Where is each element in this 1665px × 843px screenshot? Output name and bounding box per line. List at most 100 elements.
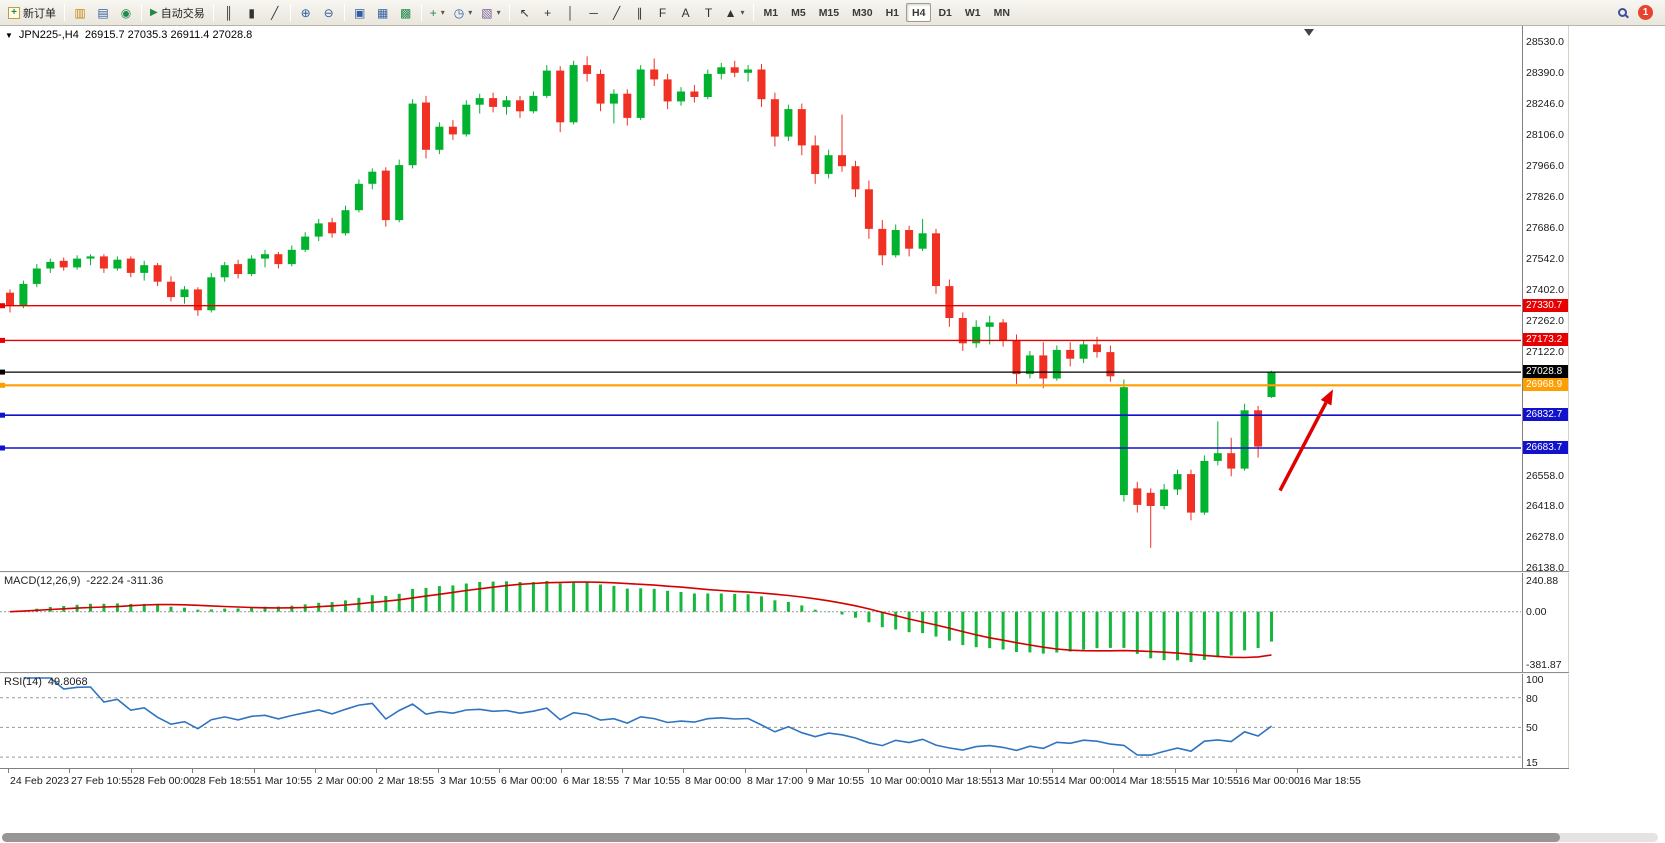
horizontal-line-button[interactable]: ─: [583, 3, 605, 23]
tile-vertical-button[interactable]: ▩: [395, 3, 417, 23]
timeframe-m30-button[interactable]: M30: [846, 3, 878, 22]
notification-badge[interactable]: 1: [1638, 5, 1653, 20]
candle: [851, 160, 860, 197]
candle: [797, 103, 806, 156]
price-axis-label: 27966.0: [1526, 160, 1564, 172]
timeframe-h1-button[interactable]: H1: [880, 3, 905, 22]
time-axis-tick: [438, 769, 439, 773]
time-axis-tick: [683, 769, 684, 773]
main-chart-area[interactable]: [0, 26, 1522, 571]
zoom-in-button[interactable]: ⊕: [295, 3, 317, 23]
price-axis[interactable]: 28530.0 28390.0 28246.0 28106.0 27966.0 27826…: [1522, 26, 1568, 769]
time-axis-label: 14 Mar 18:55: [1115, 775, 1177, 787]
navigator-icon: ◉: [120, 5, 132, 20]
candle: [811, 135, 820, 184]
timeframe-m1-button[interactable]: M1: [758, 3, 785, 22]
zoom-in-icon: ⊕: [300, 5, 311, 20]
rsi-panel-area[interactable]: [0, 674, 1522, 768]
bar-chart-icon: ║: [224, 5, 233, 20]
time-axis-tick: [868, 769, 869, 773]
line-chart-button[interactable]: ╱: [264, 3, 286, 23]
time-axis-tick: [499, 769, 500, 773]
chart-shift-marker[interactable]: [1304, 29, 1314, 36]
crosshair-button[interactable]: +: [537, 3, 559, 23]
price-axis-label: 27826.0: [1526, 191, 1564, 203]
time-axis-tick: [806, 769, 807, 773]
timeframe-m15-button[interactable]: M15: [813, 3, 845, 22]
cursor-button[interactable]: ↖: [514, 3, 536, 23]
zoom-out-button[interactable]: ⊖: [318, 3, 340, 23]
bar-chart-button[interactable]: ║: [218, 3, 240, 23]
price-axis-label: 28390.0: [1526, 67, 1564, 79]
equidistant-channel-button[interactable]: ∥: [629, 3, 651, 23]
add-indicator-button[interactable]: + ▾: [426, 3, 449, 23]
navigator-button[interactable]: ◉: [115, 3, 137, 23]
horizontal-scrollbar[interactable]: [2, 833, 1658, 842]
candle: [878, 220, 887, 266]
templates-button[interactable]: ▧ ▾: [477, 3, 504, 23]
periods-button[interactable]: ◷ ▾: [450, 3, 477, 23]
timeframe-w1-button[interactable]: W1: [959, 3, 987, 22]
panel-splitter[interactable]: [0, 672, 1569, 674]
candle: [609, 89, 618, 124]
auto-trading-button[interactable]: ▶ 自动交易: [146, 3, 209, 23]
market-watch-button[interactable]: ▥: [69, 3, 91, 23]
candle: [32, 264, 41, 288]
price-axis-label: 28530.0: [1526, 36, 1564, 48]
dropdown-arrow-icon: ▾: [440, 8, 445, 17]
trendline-button[interactable]: ╱: [606, 3, 628, 23]
time-axis-label: 6 Mar 00:00: [501, 775, 558, 787]
trend-arrow-annotation[interactable]: [1278, 389, 1333, 492]
candle: [1200, 455, 1209, 515]
candlestick-chart-button[interactable]: ▮: [241, 3, 263, 23]
timeframe-h4-button[interactable]: H4: [906, 3, 932, 22]
timeframe-d1-button[interactable]: D1: [932, 3, 957, 22]
time-axis-label: 8 Mar 17:00: [747, 775, 804, 787]
tile-windows-button[interactable]: ▣: [349, 3, 371, 23]
time-axis-tick: [192, 769, 193, 773]
market-watch-icon: ▥: [74, 5, 86, 20]
time-axis-label: 28 Feb 18:55: [194, 775, 256, 787]
toolbar-separator: [752, 4, 754, 21]
time-axis-tick: [69, 769, 70, 773]
new-order-button[interactable]: + 新订单: [4, 3, 60, 23]
candle: [516, 95, 524, 118]
auto-trading-label: 自动交易: [160, 7, 205, 20]
rsi-axis-label: 50: [1526, 722, 1538, 734]
candle: [368, 168, 377, 190]
text-button[interactable]: A: [675, 3, 697, 23]
timeframe-mn-button[interactable]: MN: [988, 3, 1016, 22]
candle: [623, 89, 632, 126]
candle: [1160, 484, 1169, 510]
macd-panel-area[interactable]: [0, 573, 1522, 672]
time-axis-tick: [8, 769, 9, 773]
fibonacci-icon: F: [658, 5, 667, 20]
one-click-trading-icon[interactable]: ▼: [5, 30, 13, 40]
chart-symbol-period: JPN225-,H4: [18, 29, 79, 41]
cascade-windows-button[interactable]: ▦: [372, 3, 394, 23]
horizontal-scrollbar-thumb[interactable]: [2, 833, 1560, 842]
text-label-button[interactable]: T: [698, 3, 720, 23]
time-axis-label: 16 Mar 00:00: [1238, 775, 1300, 787]
candle: [193, 287, 202, 316]
toolbar-separator: [289, 4, 291, 21]
timeframe-m5-button[interactable]: M5: [785, 3, 812, 22]
panel-splitter[interactable]: [0, 571, 1569, 573]
data-window-button[interactable]: ▤: [92, 3, 114, 23]
arrows-button[interactable]: ▲ ▾: [721, 3, 749, 23]
time-axis-label: 2 Mar 00:00: [317, 775, 374, 787]
vertical-line-button[interactable]: │: [560, 3, 582, 23]
time-axis-label: 16 Mar 18:55: [1299, 775, 1361, 787]
rsi-indicator-label: RSI(14) 49.8068: [4, 676, 88, 688]
fibonacci-button[interactable]: F: [652, 3, 674, 23]
toolbar-separator: [141, 4, 142, 21]
candle: [1173, 469, 1182, 495]
candle: [1039, 342, 1048, 389]
toolbar-separator: [212, 4, 214, 21]
candle: [408, 99, 417, 169]
time-axis[interactable]: 24 Feb 2023 27 Feb 10:55 28 Feb 00:00 28 Fe…: [0, 768, 1569, 790]
dropdown-arrow-icon: ▾: [496, 8, 501, 17]
price-tag: 26683.7: [1523, 441, 1568, 454]
search-icon[interactable]: [1611, 3, 1633, 23]
line-left-anchor: [0, 337, 5, 343]
